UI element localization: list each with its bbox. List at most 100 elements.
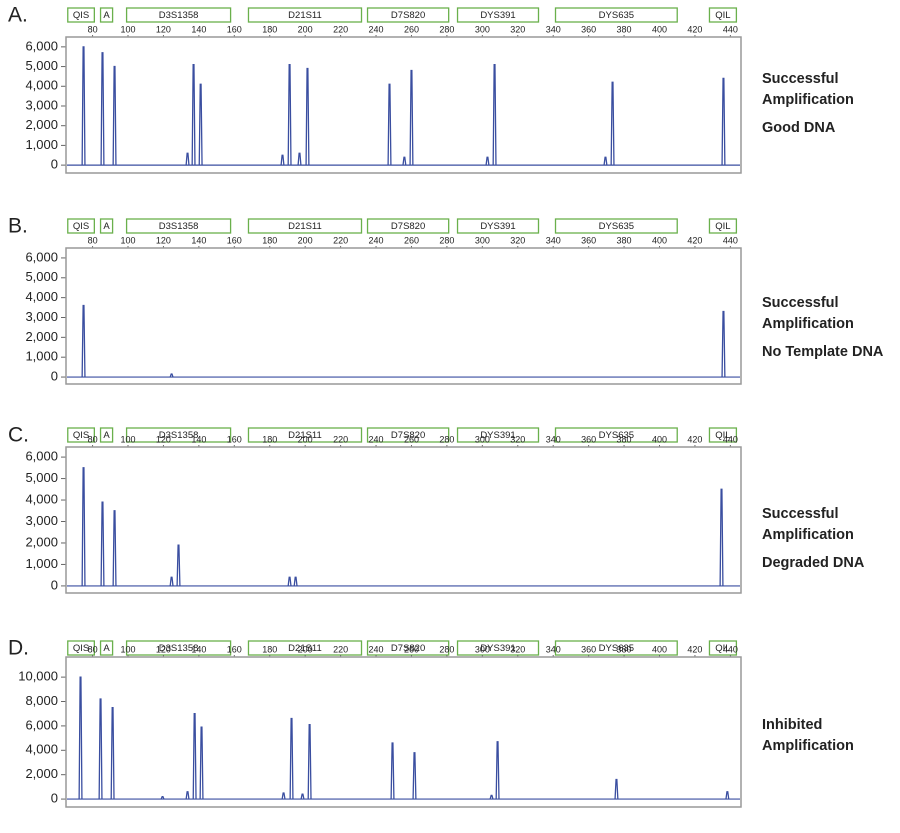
- x-tick-label: 180: [262, 24, 277, 34]
- marker-bin: [456, 7, 540, 23]
- x-tick-label: 400: [652, 235, 667, 245]
- panel-label: A.: [8, 4, 28, 27]
- x-tick-label: 120: [156, 644, 171, 654]
- x-tick-label: 400: [652, 434, 667, 444]
- marker-label: A: [103, 221, 110, 232]
- marker-bin: [366, 427, 450, 443]
- marker-bin: [67, 427, 95, 443]
- peak: [297, 152, 302, 166]
- plot-frame: [65, 446, 742, 594]
- peak: [191, 63, 196, 166]
- x-tick-label: 140: [191, 24, 206, 34]
- y-tick-label: 4,000: [25, 78, 58, 93]
- peak: [614, 778, 619, 800]
- y-tick-label: 2,000: [25, 329, 58, 344]
- marker-bin: [554, 427, 678, 443]
- marker-bin: [67, 218, 95, 234]
- peak: [281, 792, 286, 800]
- x-tick-label: 320: [510, 235, 525, 245]
- marker-bin: [366, 7, 450, 23]
- peak: [610, 81, 615, 166]
- marker-label: D7S820: [391, 10, 425, 21]
- annotation: Successful: [762, 506, 839, 522]
- marker-label: D7S820: [391, 430, 425, 441]
- marker-label: D3S1358: [159, 10, 199, 21]
- peak: [198, 83, 203, 166]
- x-tick-label: 360: [581, 24, 596, 34]
- x-tick-label: 360: [581, 644, 596, 654]
- plot-frame: [65, 247, 742, 385]
- peak: [721, 77, 726, 166]
- y-tick-label: 0: [51, 577, 58, 592]
- x-tick-label: 320: [510, 434, 525, 444]
- x-tick-label: 140: [191, 434, 206, 444]
- y-tick-label: 5,000: [25, 470, 58, 485]
- x-tick-label: 300: [475, 24, 490, 34]
- annotation: Amplification: [762, 316, 854, 332]
- marker-bin: [99, 640, 114, 656]
- marker-label: A: [103, 10, 110, 21]
- peak: [110, 706, 115, 800]
- x-tick-label: 120: [156, 235, 171, 245]
- x-tick-label: 240: [369, 644, 384, 654]
- peak: [485, 156, 490, 166]
- peak: [160, 795, 165, 800]
- x-tick-label: 260: [404, 235, 419, 245]
- x-tick-label: 380: [617, 235, 632, 245]
- y-tick-label: 5,000: [25, 269, 58, 284]
- y-tick-label: 1,000: [25, 137, 58, 152]
- peak: [199, 726, 204, 800]
- x-tick-label: 200: [298, 434, 313, 444]
- peak: [192, 713, 197, 800]
- marker-label: DYS635: [599, 430, 634, 441]
- x-tick-label: 200: [298, 644, 313, 654]
- marker-bin: [67, 7, 95, 23]
- peak: [725, 791, 730, 800]
- peak: [112, 65, 117, 166]
- annotation: Successful: [762, 295, 839, 311]
- marker-bin: [554, 7, 678, 23]
- annotation: Amplification: [762, 92, 854, 108]
- x-tick-label: 440: [723, 235, 738, 245]
- marker-bin: [247, 218, 363, 234]
- marker-label: QIL: [715, 643, 730, 654]
- y-tick-label: 6,000: [25, 449, 58, 464]
- marker-bin: [456, 640, 540, 656]
- x-tick-label: 280: [439, 644, 454, 654]
- x-tick-label: 440: [723, 24, 738, 34]
- x-tick-label: 400: [652, 24, 667, 34]
- y-tick-label: 0: [51, 157, 58, 172]
- y-tick-label: 10,000: [18, 669, 58, 684]
- marker-label: DYS635: [599, 643, 634, 654]
- x-tick-label: 280: [439, 434, 454, 444]
- x-tick-label: 180: [262, 434, 277, 444]
- peak: [402, 156, 407, 166]
- marker-label: QIL: [715, 10, 730, 21]
- annotation: Good DNA: [762, 120, 836, 136]
- annotation: No Template DNA: [762, 344, 884, 360]
- x-tick-label: 220: [333, 434, 348, 444]
- x-tick-label: 420: [687, 644, 702, 654]
- x-tick-label: 140: [191, 644, 206, 654]
- x-tick-label: 80: [88, 644, 98, 654]
- marker-label: D7S820: [391, 643, 425, 654]
- marker-bin: [67, 640, 95, 656]
- peak: [603, 156, 608, 166]
- x-tick-label: 100: [120, 644, 135, 654]
- marker-bin: [247, 7, 363, 23]
- peak: [81, 467, 86, 586]
- x-tick-label: 240: [369, 434, 384, 444]
- y-tick-label: 4,000: [25, 742, 58, 757]
- x-tick-label: 100: [120, 235, 135, 245]
- x-tick-label: 420: [687, 24, 702, 34]
- marker-bin: [125, 7, 232, 23]
- marker-bin: [125, 427, 232, 443]
- marker-bin: [99, 7, 114, 23]
- x-tick-label: 260: [404, 24, 419, 34]
- y-tick-label: 6,000: [25, 717, 58, 732]
- x-tick-label: 260: [404, 644, 419, 654]
- marker-bin: [554, 218, 678, 234]
- x-tick-label: 300: [475, 235, 490, 245]
